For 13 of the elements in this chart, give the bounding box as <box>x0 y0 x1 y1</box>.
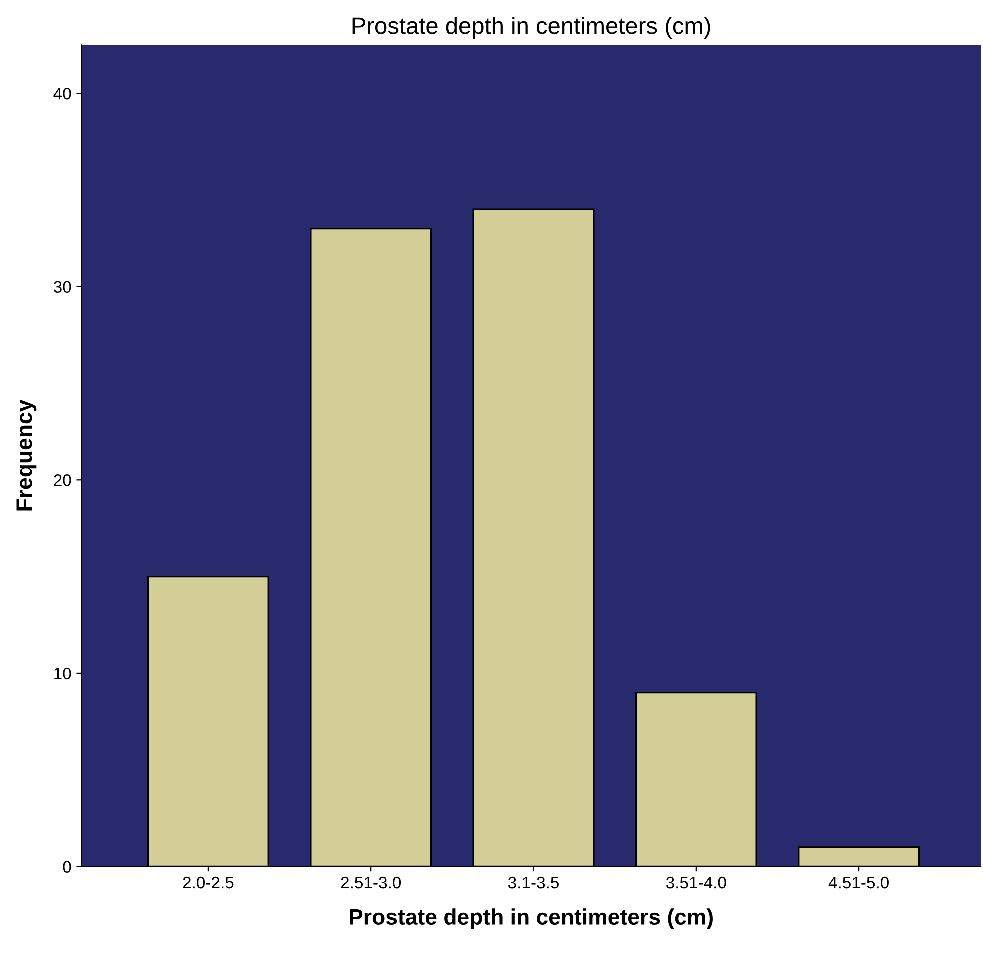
y-tick-label: 20 <box>54 474 72 486</box>
y-axis-title: Frequency <box>16 400 37 511</box>
y-tick-label: 30 <box>54 281 72 294</box>
y-tick-label: 40 <box>54 88 72 100</box>
x-tick-label: 3.1-3.5 <box>508 876 559 889</box>
x-tick-label: 4.51-5.0 <box>828 876 889 889</box>
x-tick-label: 2.0-2.5 <box>183 876 234 889</box>
chart-title: Prostate depth in centimeters (cm) <box>352 16 710 39</box>
y-tick-label: 0 <box>63 861 72 873</box>
x-tick-label: 3.51-4.0 <box>666 876 726 889</box>
x-axis-title: Prostate depth in centimeters (cm) <box>350 908 713 930</box>
x-tick-label: 2.51-3.0 <box>341 876 402 889</box>
y-tick-label: 10 <box>54 668 72 680</box>
